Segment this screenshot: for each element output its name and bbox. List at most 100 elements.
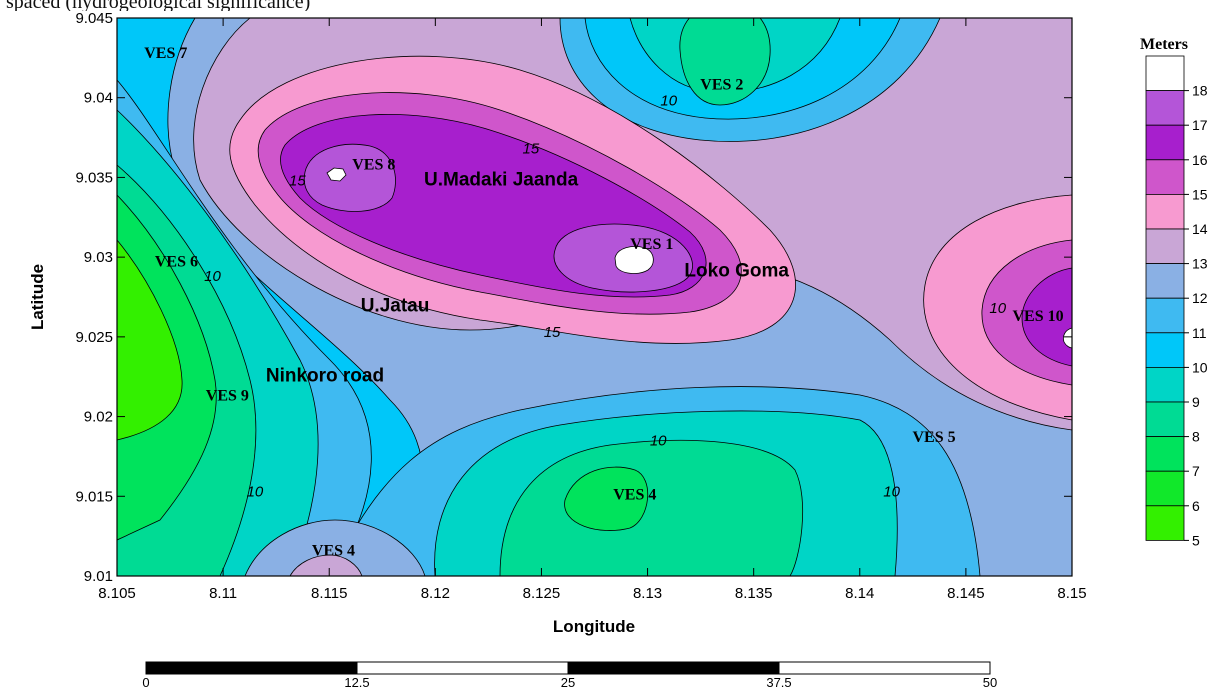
fill-bottom-green bbox=[499, 439, 804, 576]
contour-label: 10 bbox=[650, 432, 667, 449]
ves-label: VES 9 bbox=[206, 388, 249, 405]
y-tick-label: 9.02 bbox=[84, 409, 113, 426]
y-tick-label: 9.04 bbox=[84, 90, 113, 107]
contour-label: 10 bbox=[204, 268, 221, 285]
contour-label: 10 bbox=[883, 483, 900, 500]
x-tick-label: 8.115 bbox=[311, 585, 347, 602]
x-tick-label: 8.125 bbox=[523, 585, 561, 602]
ves-labels: VES 7 VES 2 VES 8 VES 1 VES 6 VES 10 VES 9 VES … bbox=[144, 45, 1063, 559]
contour-label: 10 bbox=[660, 93, 677, 110]
legend-swatch bbox=[1145, 55, 1185, 91]
fill-top-green bbox=[679, 18, 771, 106]
legend-level: 13 bbox=[1192, 256, 1208, 272]
legend-swatch bbox=[1145, 470, 1185, 507]
place-label: U.Jatau bbox=[361, 295, 430, 316]
contour-label: 15 bbox=[544, 324, 561, 341]
legend-swatch bbox=[1145, 193, 1185, 230]
contour-label: 10 bbox=[989, 300, 1006, 317]
y-axis-title: Latitude bbox=[28, 264, 47, 330]
y-tick-label: 9.03 bbox=[84, 249, 113, 266]
legend-level: 7 bbox=[1192, 463, 1200, 479]
legend-level: 11 bbox=[1192, 325, 1207, 341]
scale-tick-label: 0 bbox=[142, 675, 149, 690]
x-tick-label: 8.135 bbox=[735, 585, 773, 602]
place-label: Loko Goma bbox=[684, 260, 789, 281]
legend: 18 17 16 15 14 13 12 11 10 9 8 7 6 5 bbox=[1145, 55, 1208, 548]
ves-label: VES 4 bbox=[312, 542, 355, 559]
contour-label: 15 bbox=[289, 172, 306, 189]
ves-label: VES 6 bbox=[155, 254, 198, 271]
scale-tick-label: 25 bbox=[561, 675, 575, 690]
fill-ves8-peak bbox=[303, 143, 396, 212]
legend-level: 10 bbox=[1192, 359, 1208, 375]
x-tick-label: 8.12 bbox=[421, 585, 450, 602]
y-tick-label: 9.01 bbox=[84, 568, 113, 585]
contour-label: 10 bbox=[247, 483, 264, 500]
scale-segment bbox=[356, 661, 569, 675]
fill-ves1-centre bbox=[614, 246, 654, 274]
y-tick-label: 9.015 bbox=[75, 488, 113, 505]
ves-label: VES 2 bbox=[700, 77, 743, 94]
fill-band-6-7 bbox=[117, 239, 183, 441]
x-tick-label: 8.105 bbox=[98, 585, 136, 602]
fill-ves4-basin bbox=[564, 466, 649, 531]
legend-swatch bbox=[1145, 401, 1185, 437]
x-tick-label: 8.14 bbox=[845, 585, 874, 602]
place-label: Ninkoro road bbox=[266, 365, 384, 386]
contour-fills bbox=[117, 18, 1072, 576]
x-tick-label: 8.11 bbox=[209, 585, 237, 602]
x-tick-label: 8.145 bbox=[947, 585, 985, 602]
scale-segment bbox=[778, 661, 991, 675]
scale-segment bbox=[567, 661, 780, 675]
legend-level: 8 bbox=[1192, 429, 1200, 445]
plot-frame bbox=[116, 17, 1073, 577]
legend-level: 15 bbox=[1192, 186, 1208, 202]
axis-ticks: 8.105 8.11 8.115 8.12 8.125 8.13 8.135 8.14 8.14… bbox=[75, 10, 1086, 602]
legend-level: 17 bbox=[1192, 117, 1208, 133]
legend-swatch bbox=[1145, 263, 1185, 299]
ves-label: VES 5 bbox=[912, 429, 955, 446]
legend-title: Meters bbox=[1140, 36, 1188, 53]
ves-label: VES 4 bbox=[613, 486, 656, 503]
x-tick-label: 8.15 bbox=[1057, 585, 1086, 602]
place-label: U.Madaki Jaanda bbox=[424, 169, 579, 190]
legend-level: 16 bbox=[1192, 152, 1208, 168]
scale-bar: 0 12.5 25 37.5 50 bbox=[142, 661, 997, 690]
place-labels: U.Madaki Jaanda Loko Goma U.Jatau Ninkoro r… bbox=[266, 169, 790, 386]
ves-label: VES 10 bbox=[1012, 308, 1063, 325]
fill-bottom-dome-inner bbox=[289, 554, 363, 576]
legend-swatch bbox=[1145, 124, 1185, 161]
x-axis-title: Longitude bbox=[553, 617, 635, 636]
ves-label: VES 1 bbox=[630, 236, 673, 253]
scale-segment bbox=[145, 661, 358, 675]
legend-swatch bbox=[1145, 366, 1185, 403]
legend-swatch bbox=[1145, 505, 1185, 541]
scale-tick-label: 12.5 bbox=[344, 675, 369, 690]
fill-right-white bbox=[1063, 327, 1072, 349]
y-tick-label: 9.045 bbox=[75, 10, 113, 27]
legend-swatch bbox=[1145, 90, 1185, 126]
legend-level: 5 bbox=[1192, 532, 1200, 548]
legend-swatch bbox=[1145, 332, 1185, 368]
ves-label: VES 8 bbox=[352, 156, 395, 173]
fill-bottom-dome-outer bbox=[244, 519, 426, 576]
caption-fragment: spaced (hydrogeological significance) bbox=[6, 0, 311, 11]
legend-level: 6 bbox=[1192, 498, 1200, 514]
legend-swatch bbox=[1145, 228, 1185, 264]
fill-right-purple bbox=[1021, 267, 1072, 367]
y-tick-label: 9.025 bbox=[75, 329, 113, 346]
contour-label: 15 bbox=[522, 141, 539, 158]
y-tick-label: 9.035 bbox=[75, 169, 113, 186]
legend-level: 9 bbox=[1192, 394, 1200, 410]
legend-swatch bbox=[1145, 297, 1185, 334]
contour-labels: 10 15 15 10 15 10 10 10 10 bbox=[204, 93, 1007, 501]
ves-label: VES 7 bbox=[144, 45, 187, 62]
legend-swatch bbox=[1145, 159, 1185, 195]
legend-swatch bbox=[1145, 436, 1185, 472]
x-tick-label: 8.13 bbox=[633, 585, 662, 602]
legend-level: 12 bbox=[1192, 290, 1208, 306]
scale-tick-label: 50 bbox=[983, 675, 997, 690]
legend-level: 18 bbox=[1192, 83, 1208, 99]
legend-level: 14 bbox=[1192, 221, 1208, 237]
scale-tick-label: 37.5 bbox=[766, 675, 791, 690]
